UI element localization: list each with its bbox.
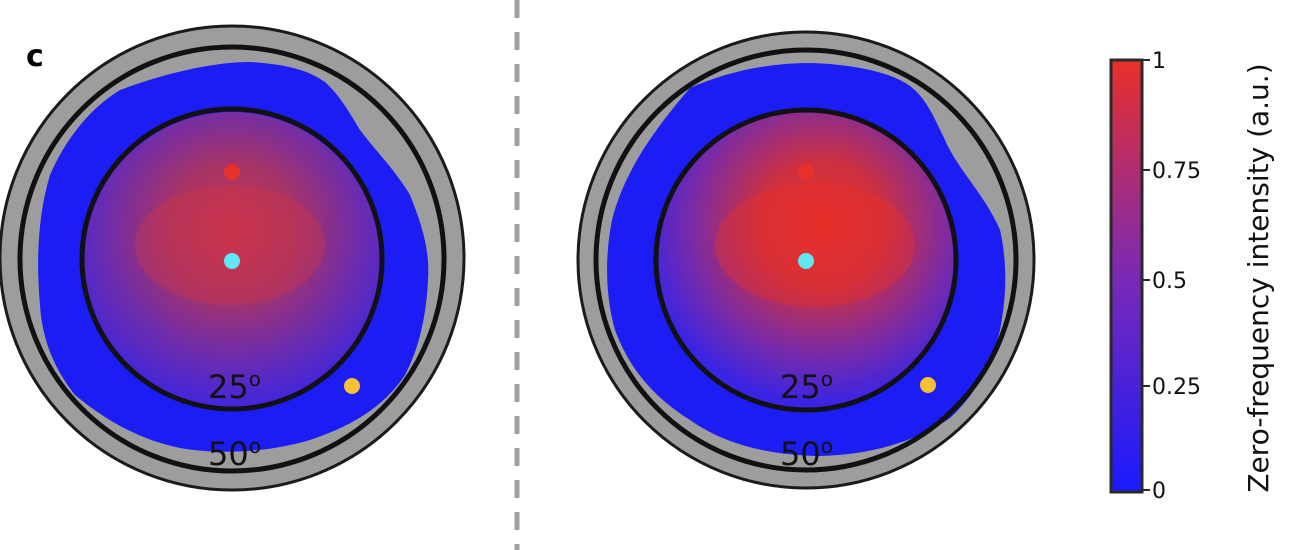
ring-inner-25 [653, 107, 959, 413]
colorbar: 1 0.75 0.5 0.25 0 Zero-frequency intensi… [1109, 49, 1275, 504]
ring-outer-label: 50o [780, 434, 833, 473]
colorbar-tick-0.75: 0.75 [1142, 159, 1201, 184]
marker-cyan [798, 253, 814, 269]
ring-outer-label: 50o [208, 434, 261, 473]
ring-inner-25 [79, 106, 385, 412]
colorbar-tick-0: 0 [1142, 479, 1166, 504]
colorbar-tick-label: 0.75 [1152, 159, 1201, 184]
colorbar-tick-label: 0.5 [1152, 269, 1187, 294]
panel-letter: c [26, 39, 44, 74]
ring-inner-label: 25o [208, 367, 261, 406]
marker-red [798, 164, 814, 180]
marker-yellow [920, 377, 936, 393]
colorbar-tick-1: 1 [1142, 49, 1166, 74]
polar-map-left: 25o 50o [0, 24, 466, 492]
heat-hotspot [135, 185, 325, 305]
heat-hotspot [715, 183, 915, 307]
colorbar-tick-0.25: 0.25 [1142, 375, 1201, 400]
marker-yellow [344, 378, 360, 394]
colorbar-gradient [1109, 58, 1144, 494]
colorbar-tick-0.5: 0.5 [1142, 269, 1187, 294]
ring-outer-50 [593, 47, 1019, 473]
colorbar-tick-label: 0 [1152, 479, 1166, 504]
colorbar-tick-label: 1 [1152, 49, 1166, 74]
marker-red [224, 164, 240, 180]
polar-map-right: 25o 50o [576, 30, 1036, 490]
colorbar-tick-label: 0.25 [1152, 375, 1201, 400]
colorbar-title: Zero-frequency intensity (a.u.) [1242, 63, 1275, 492]
ring-outer-50 [17, 44, 447, 474]
ring-inner-label: 25o [780, 367, 833, 406]
marker-cyan [224, 253, 240, 269]
